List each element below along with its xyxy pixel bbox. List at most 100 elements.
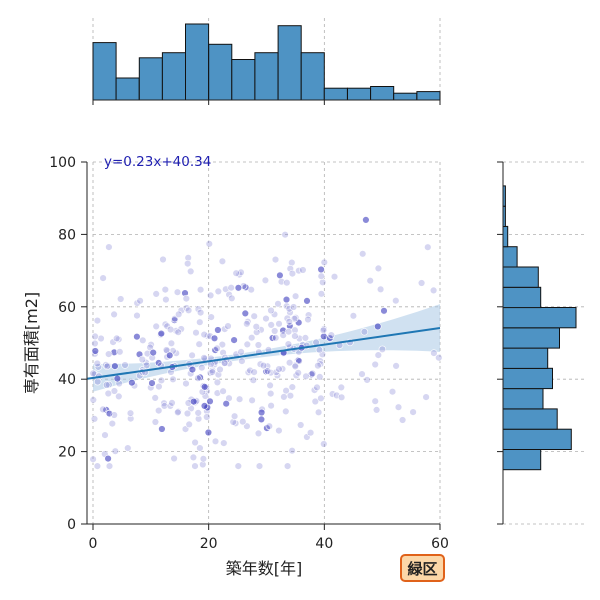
right-histogram-bar — [502, 225, 509, 248]
scatter-point — [207, 313, 215, 321]
scatter-point — [279, 331, 287, 339]
scatter-point — [188, 351, 196, 359]
scatter-point — [303, 297, 311, 305]
y-tick-label: 100 — [49, 155, 76, 171]
scatter-point — [218, 257, 227, 265]
y-tick-label: 60 — [58, 300, 76, 316]
x-axis-label: 築年数[年] — [226, 559, 303, 578]
scatter-point — [188, 365, 197, 374]
scatter-point — [283, 279, 291, 287]
scatter-point — [380, 307, 388, 315]
scatter-point — [162, 346, 171, 354]
scatter-point — [104, 389, 113, 398]
district-badge-box — [400, 554, 445, 582]
scatter-point — [191, 462, 199, 470]
scatter-point — [182, 294, 191, 303]
scatter-point — [211, 437, 220, 445]
scatter-point — [244, 318, 252, 326]
scatter-point — [254, 341, 263, 349]
top-histogram-bar — [92, 42, 117, 101]
scatter-point — [319, 326, 328, 334]
regression-line-path — [87, 327, 441, 380]
scatter-point — [267, 402, 275, 410]
scatter-point — [199, 460, 207, 469]
scatter-point — [206, 291, 215, 300]
scatter-point — [189, 453, 198, 462]
scatter-point — [372, 406, 381, 414]
scatter-point — [222, 285, 230, 293]
scatter-point — [208, 368, 217, 376]
confidence-band — [93, 304, 440, 392]
scatter-point — [91, 339, 99, 348]
y-tick-label: 40 — [58, 372, 76, 388]
top-histogram-bar — [185, 23, 210, 101]
scatter-point — [89, 396, 98, 404]
scatter-point — [284, 328, 293, 336]
scatter-point — [160, 399, 168, 407]
scatter-point — [93, 378, 102, 386]
scatter-point — [187, 267, 195, 276]
top-histogram-bar — [161, 52, 186, 101]
scatter-point — [101, 431, 109, 439]
scatter-point — [255, 462, 264, 470]
scatter-point — [227, 284, 235, 292]
scatter-point — [133, 333, 141, 341]
scatter-point — [330, 273, 339, 281]
scatter-point — [158, 425, 166, 433]
scatter-point — [248, 334, 256, 342]
scatter-point — [243, 340, 252, 349]
scatter-point — [184, 259, 192, 268]
scatter-point — [288, 383, 296, 391]
scatter-point — [349, 312, 358, 320]
scatter-point — [248, 396, 256, 404]
top-histogram-bar — [416, 91, 441, 101]
scatter-point — [374, 351, 382, 359]
scatter-point — [91, 347, 100, 355]
y-axis-label: 専有面積[m2] — [22, 292, 41, 394]
scatter-point — [267, 306, 275, 315]
scatter-point — [90, 415, 99, 423]
scatter-point — [311, 397, 319, 406]
scatter-point — [288, 258, 296, 267]
scatter-point — [183, 409, 192, 418]
scatter-point — [200, 402, 209, 410]
scatter-point — [237, 348, 245, 356]
scatter-point — [294, 369, 302, 377]
top-histogram-bar — [231, 59, 256, 101]
scatter-point — [194, 374, 202, 382]
regression-line — [87, 327, 441, 380]
scatter-point — [266, 381, 274, 390]
scatter-point — [317, 265, 325, 274]
scatter-point — [291, 362, 299, 371]
x-tick-label: 20 — [200, 536, 218, 552]
scatter-point — [316, 357, 324, 365]
scatter-point — [275, 320, 283, 328]
scatter-point — [295, 357, 303, 365]
scatter-point — [97, 334, 105, 343]
scatter-point — [103, 362, 112, 370]
scatter-point — [363, 376, 371, 384]
scatter-point — [253, 328, 261, 336]
scatter-point — [239, 418, 247, 426]
scatter-point — [194, 415, 203, 423]
y-tick-label: 20 — [58, 445, 76, 461]
scatter-point — [378, 345, 387, 353]
scatter-point — [234, 462, 243, 470]
scatter-point — [99, 274, 107, 282]
scatter-points — [89, 216, 443, 470]
scatter-point — [314, 362, 322, 370]
top-histogram-ticks — [92, 100, 441, 105]
scatter-point — [222, 400, 230, 408]
top-histogram-bar — [370, 86, 395, 101]
x-tick-label: 60 — [431, 536, 449, 552]
scatter-point — [110, 310, 118, 319]
scatter-point — [398, 416, 407, 424]
scatter-point — [116, 295, 125, 303]
scatter-point — [99, 405, 107, 414]
top-histogram-bar — [208, 43, 233, 101]
x-tick-label: 40 — [315, 536, 333, 552]
scatter-point — [218, 340, 227, 349]
scatter-point — [196, 318, 204, 326]
scatter-point — [174, 328, 182, 336]
